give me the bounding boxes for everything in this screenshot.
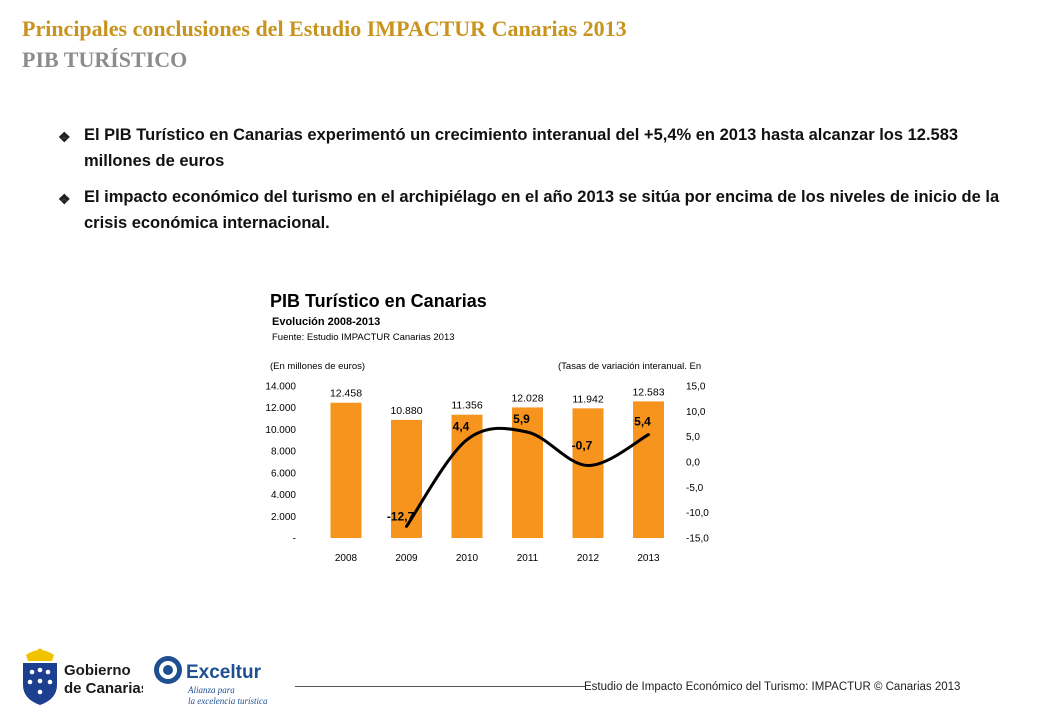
y-right-tick-label: -5,0 xyxy=(686,483,704,494)
y-axis-left-label: (En millones de euros) xyxy=(270,361,365,372)
page-subtitle: PIB TURÍSTICO xyxy=(22,47,188,72)
x-axis: 2008 2009 2010 2011 2012 2013 xyxy=(335,553,660,564)
bar-data-labels: 12.458 10.880 11.356 12.028 11.942 12.583 xyxy=(330,386,665,416)
gobierno-de-canarias-logo: Gobierno de Canarias xyxy=(23,648,143,705)
footer-divider xyxy=(295,686,585,687)
exceltur-logo: Exceltur Alianza para la excelencia turí… xyxy=(154,656,268,706)
coat-of-arms-icon xyxy=(23,648,57,705)
diamond-bullet-icon: ❖ xyxy=(58,191,71,207)
x-tick-label-2011: 2011 xyxy=(517,553,539,564)
bar-label-2009: 10.880 xyxy=(390,405,422,417)
chart-subtitle: Evolución 2008-2013 xyxy=(272,316,380,328)
bullet-text: El PIB Turístico en Canarias experimentó… xyxy=(84,126,959,170)
line-label-2013: 5,4 xyxy=(634,415,651,429)
y-right-tick-label: -15,0 xyxy=(686,534,709,545)
y-axis-right: -15,0 -10,0 -5,0 0,0 5,0 10,0 15,0 xyxy=(686,382,709,545)
footer-text: Estudio de Impacto Económico del Turismo… xyxy=(584,681,961,693)
x-tick-label-2008: 2008 xyxy=(335,553,358,564)
diamond-bullet-icon: ❖ xyxy=(58,129,71,145)
page-title: Principales conclusiones del Estudio IMP… xyxy=(22,16,627,41)
exceltur-tagline-1: Alianza para xyxy=(187,685,235,695)
bar-label-2013: 12.583 xyxy=(632,386,664,398)
bar-label-2011: 12.028 xyxy=(511,392,543,404)
x-tick-label-2010: 2010 xyxy=(456,553,479,564)
y-right-tick-label: 5,0 xyxy=(686,432,700,443)
bar-2012 xyxy=(572,408,604,538)
bar-2010 xyxy=(451,414,483,538)
y-right-tick-label: -10,0 xyxy=(686,508,709,519)
bar-2008 xyxy=(330,402,362,538)
y-axis-right-label: (Tasas de variación interanual. En xyxy=(558,361,701,372)
y-left-tick-label: 14.000 xyxy=(265,382,296,393)
gobierno-line1: Gobierno xyxy=(64,662,131,679)
bullet-item: ❖ El PIB Turístico en Canarias experimen… xyxy=(58,122,1018,174)
chart-title: PIB Turístico en Canarias xyxy=(270,291,487,311)
bar-label-2012: 11.942 xyxy=(572,393,603,405)
x-tick-label-2012: 2012 xyxy=(577,553,600,564)
bar-label-2008: 12.458 xyxy=(330,388,362,400)
y-left-tick-label: 8.000 xyxy=(271,447,296,458)
line-label-2012: -0,7 xyxy=(572,439,593,453)
bar-2011 xyxy=(512,407,543,538)
y-left-tick-label: 12.000 xyxy=(265,403,296,414)
y-right-tick-label: 0,0 xyxy=(686,458,700,469)
y-left-tick-label: 2.000 xyxy=(271,512,296,523)
exceltur-tagline-2: la excelencia turística xyxy=(188,696,268,706)
exceltur-name: Exceltur xyxy=(186,662,262,683)
y-left-tick-label: 6.000 xyxy=(271,468,296,479)
chart-source: Fuente: Estudio IMPACTUR Canarias 2013 xyxy=(272,332,455,343)
y-axis-left: - 2.000 4.000 6.000 8.000 10.000 12.000 14.000 xyxy=(265,382,296,545)
gobierno-line2: de Canarias xyxy=(64,680,143,697)
bullet-text: El impacto económico del turismo en el a… xyxy=(84,188,1000,232)
y-right-tick-label: 15,0 xyxy=(686,382,706,393)
bullet-item: ❖ El impacto económico del turismo en el… xyxy=(58,184,1018,236)
y-left-tick-label: 4.000 xyxy=(271,490,296,501)
pib-chart: PIB Turístico en Canarias Evolución 2008… xyxy=(265,291,709,564)
variation-line xyxy=(405,426,650,528)
line-data-labels: -12,7 4,4 5,9 -0,7 5,4 xyxy=(387,412,651,523)
bullet-list: ❖ El PIB Turístico en Canarias experimen… xyxy=(58,122,1018,236)
exceltur-emblem-icon xyxy=(154,656,182,684)
bar-series xyxy=(330,401,664,538)
bar-label-2010: 11.356 xyxy=(451,400,482,412)
bar-2013 xyxy=(633,401,664,538)
y-right-tick-label: 10,0 xyxy=(686,407,706,418)
y-left-tick-label: - xyxy=(293,534,296,545)
y-left-tick-label: 10.000 xyxy=(265,425,296,436)
x-tick-label-2013: 2013 xyxy=(637,553,660,564)
x-tick-label-2009: 2009 xyxy=(395,553,418,564)
line-label-2010: 4,4 xyxy=(453,420,470,434)
line-label-2011: 5,9 xyxy=(513,412,530,426)
bar-2009 xyxy=(391,419,422,538)
line-label-2009: -12,7 xyxy=(387,509,415,523)
line-series xyxy=(405,426,650,528)
